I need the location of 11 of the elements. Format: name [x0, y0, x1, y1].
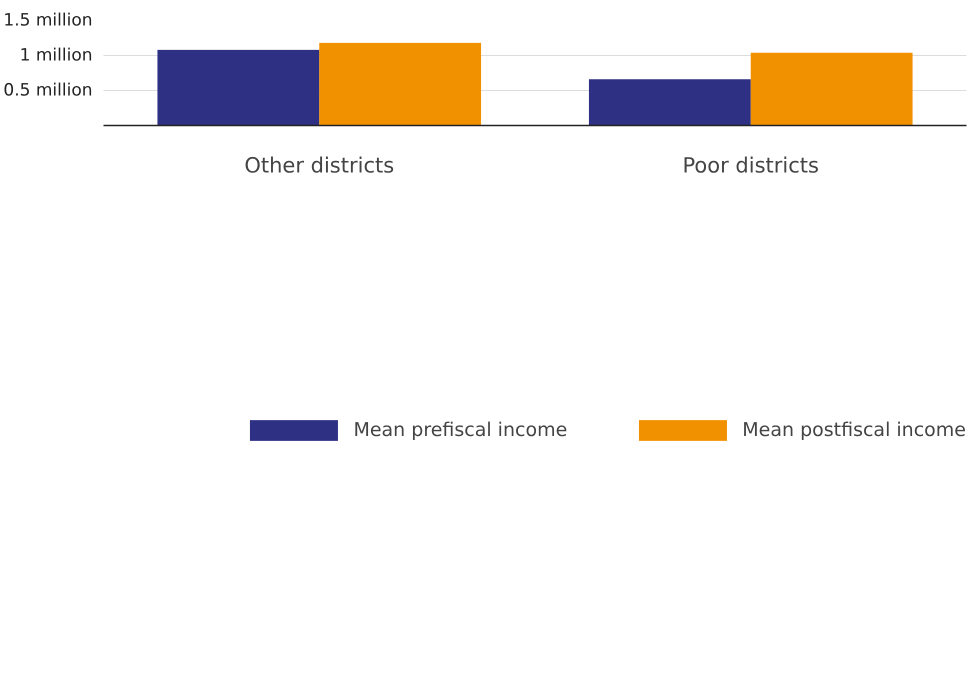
legend-label: Mean postfiscal income [742, 419, 966, 441]
y-tick-label: 0.5 million [3, 80, 93, 100]
bar [750, 52, 913, 126]
y-tick-label: 1 million [20, 46, 93, 66]
bar [157, 50, 320, 126]
x-tick-label: Other districts [244, 154, 394, 178]
bar [588, 79, 751, 126]
y-tick-label: 1.5 million [3, 10, 93, 30]
legend-label: Mean prefiscal income [353, 419, 568, 441]
x-tick-label: Poor districts [682, 154, 819, 178]
bar [319, 42, 482, 126]
